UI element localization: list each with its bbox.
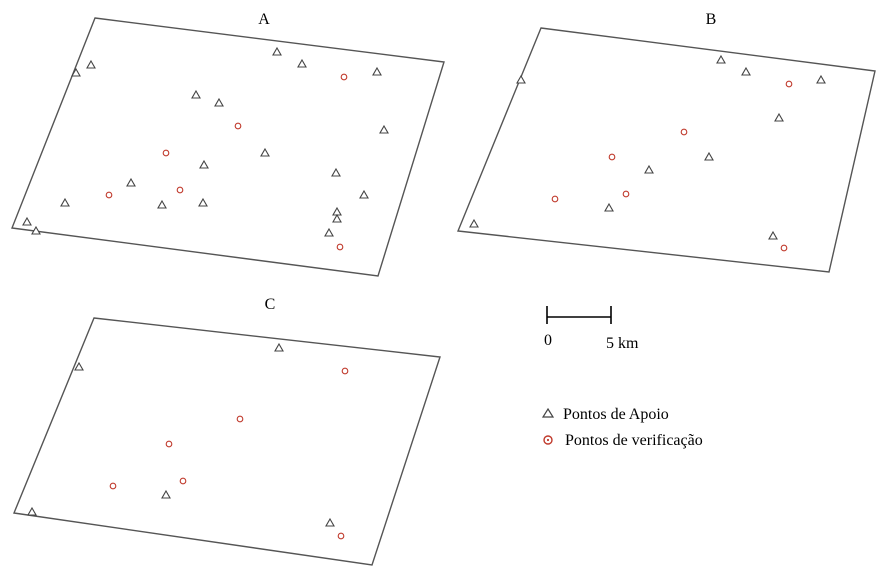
- ground-control-point: [768, 230, 778, 240]
- check-point: [341, 367, 349, 375]
- check-point: [551, 195, 559, 203]
- ground-control-point: [469, 218, 479, 228]
- ground-control-point: [157, 199, 167, 209]
- check-point: [165, 440, 173, 448]
- ground-control-point: [214, 97, 224, 107]
- ground-control-point: [331, 167, 341, 177]
- ground-control-point: [716, 54, 726, 64]
- ground-control-point: [71, 67, 81, 77]
- panel-c-boundary: [13, 317, 441, 566]
- ground-control-point: [74, 361, 84, 371]
- ground-control-point: [704, 151, 714, 161]
- check-point: [105, 191, 113, 199]
- ground-control-point: [324, 227, 334, 237]
- ground-control-point: [297, 58, 307, 68]
- legend-triangle-label: Pontos de Apoio: [563, 406, 669, 423]
- ground-control-point: [191, 89, 201, 99]
- panel-a-circles: [105, 73, 348, 251]
- ground-control-point: [372, 66, 382, 76]
- ground-control-point: [816, 74, 826, 84]
- ground-control-point: [22, 216, 32, 226]
- legend: Pontos de Apoio Pontos de verificação: [541, 406, 703, 449]
- check-point: [680, 128, 688, 136]
- ground-control-point: [60, 197, 70, 207]
- triangle-outline-icon: [541, 407, 555, 418]
- panel-a-triangles: [22, 46, 389, 237]
- circle-ring-dot: [546, 438, 550, 442]
- check-point: [780, 244, 788, 252]
- check-point: [179, 477, 187, 485]
- scale-bar-end-label: 5 km: [606, 335, 639, 352]
- panel-c: C: [13, 296, 441, 566]
- ground-control-point: [644, 164, 654, 174]
- ground-control-point: [86, 59, 96, 69]
- panel-c-circles: [109, 367, 349, 540]
- panel-c-label: C: [265, 296, 276, 313]
- panel-b-label: B: [706, 11, 717, 28]
- check-point: [340, 73, 348, 81]
- check-point: [162, 149, 170, 157]
- panel-b-circles: [551, 80, 793, 252]
- scale-bar: 0 5 km: [544, 306, 639, 352]
- panel-c-triangles: [27, 342, 335, 527]
- check-point: [236, 415, 244, 423]
- panel-a-boundary: [11, 17, 445, 277]
- ground-control-point: [359, 189, 369, 199]
- ground-control-point: [274, 342, 284, 352]
- check-point: [785, 80, 793, 88]
- ground-control-point: [126, 177, 136, 187]
- ground-control-point: [604, 202, 614, 212]
- ground-control-point: [161, 489, 171, 499]
- panel-b: B: [457, 11, 876, 273]
- circle-ring-icon: [543, 435, 553, 445]
- ground-control-point: [325, 517, 335, 527]
- check-point: [234, 122, 242, 130]
- ground-control-point: [516, 74, 526, 84]
- check-point: [336, 243, 344, 251]
- ground-control-point: [31, 225, 41, 235]
- ground-control-point: [379, 124, 389, 134]
- ground-control-point: [774, 112, 784, 122]
- check-point: [109, 482, 117, 490]
- legend-circle-label: Pontos de verificação: [565, 432, 703, 449]
- ground-control-point: [27, 506, 37, 516]
- panel-b-triangles: [469, 54, 826, 240]
- ground-control-point: [741, 66, 751, 76]
- panel-b-boundary: [457, 27, 876, 273]
- ground-control-point: [199, 159, 209, 169]
- panel-a-label: A: [258, 11, 270, 28]
- ground-control-point: [198, 197, 208, 207]
- check-point: [337, 532, 345, 540]
- scale-bar-start-label: 0: [544, 332, 552, 349]
- check-point: [622, 190, 630, 198]
- ground-control-point: [272, 46, 282, 56]
- panel-a: A: [11, 11, 445, 277]
- check-point: [608, 153, 616, 161]
- check-point: [176, 186, 184, 194]
- ground-control-point: [260, 147, 270, 157]
- ground-control-point: [332, 213, 342, 223]
